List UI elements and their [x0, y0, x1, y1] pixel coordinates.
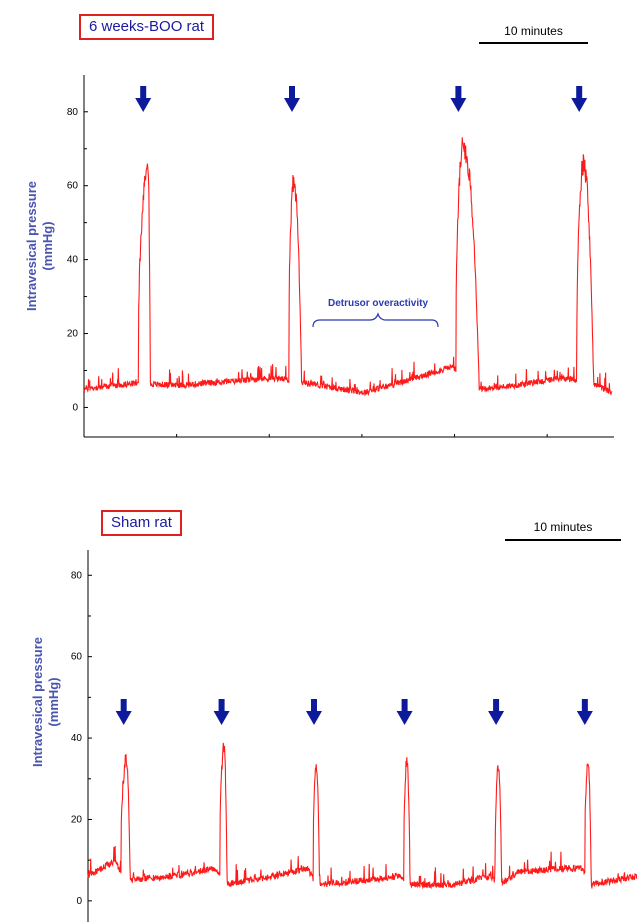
chart-title: 6 weeks-BOO rat: [79, 14, 215, 40]
void-arrow-icon: [571, 86, 588, 112]
y-tick-label: 40: [71, 733, 83, 744]
void-arrow-icon: [284, 86, 300, 112]
pressure-trace-line: [83, 137, 613, 397]
void-arrow-icon: [576, 699, 593, 725]
chart-title: Sham rat: [101, 510, 182, 536]
pressure-trace-line: [87, 742, 637, 890]
scale-bar: [479, 42, 588, 44]
void-arrow-icon: [450, 86, 467, 112]
y-tick-label: 60: [71, 652, 83, 663]
y-tick-label: 60: [67, 181, 79, 192]
y-tick-label: 20: [71, 814, 83, 825]
y-tick-label: 80: [71, 570, 83, 581]
y-tick-label: 80: [67, 107, 79, 118]
boo-pressure-chart: 0 20 40 60 80 Detrusor overactivity: [67, 75, 614, 438]
boo-rat-panel: 6 weeks-BOO rat 10 minutes Intravesical …: [0, 0, 637, 460]
y-tick-label: 20: [67, 329, 79, 340]
sham-rat-panel: Sham rat 10 minutes Intravesical pressur…: [0, 460, 637, 923]
sham-pressure-chart: 0 20 40 60 80: [71, 550, 637, 922]
void-arrow-icon: [213, 699, 230, 725]
y-tick-label: 0: [76, 896, 82, 907]
detrusor-overactivity-brace: [312, 312, 439, 328]
scale-bar-label: 10 minutes: [504, 24, 563, 38]
void-arrow-icon: [396, 699, 413, 725]
scale-bar: [505, 539, 621, 541]
void-arrow-icon: [135, 86, 152, 112]
scale-bar-label: 10 minutes: [533, 520, 593, 534]
annotation-label: Detrusor overactivity: [328, 298, 428, 309]
y-tick-label: 0: [72, 402, 78, 413]
void-arrow-icon: [115, 699, 132, 725]
void-arrow-icon: [488, 699, 505, 725]
void-arrow-icon: [306, 699, 323, 725]
y-tick-label: 40: [67, 255, 79, 266]
